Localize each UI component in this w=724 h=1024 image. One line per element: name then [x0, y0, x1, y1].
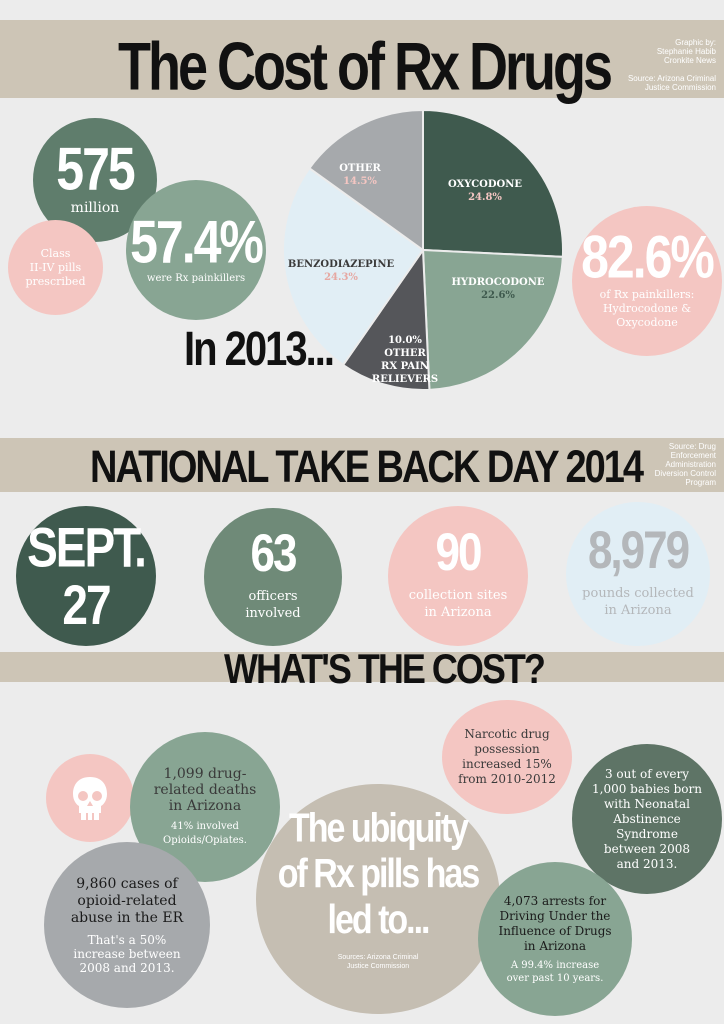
pills-desc-circle: Class II-IV pills prescribed: [8, 220, 103, 315]
year-label: In 2013...: [184, 323, 335, 376]
pie-slice-oxycodone: [422, 108, 564, 258]
deaths-circle: 1,099 drug- related deaths in Arizona 41…: [130, 732, 280, 882]
pie-label-other: OTHER 14.5%: [339, 163, 381, 187]
graphic-credit: Graphic by: Stephanie Habib Cronkite New…: [656, 38, 716, 65]
takeback-source: Source: Drug Enforcement Administration …: [654, 442, 716, 487]
babies-circle: 3 out of every 1,000 babies born with Ne…: [572, 744, 722, 894]
pills-number: 575: [56, 135, 135, 203]
takeback-title: NATIONAL TAKE BACK DAY 2014: [90, 442, 644, 493]
pills-unit: million: [70, 200, 120, 216]
pie-label-other-rx: 10.0% OTHER RX PAIN RELIEVERS: [371, 335, 439, 385]
sites-circle: 90 collection sites in Arizona: [388, 506, 528, 646]
skull-circle: [46, 754, 134, 842]
pie-slice-other-rx-pain-relievers: [341, 247, 431, 391]
painkiller-circle: 57.4% were Rx painkillers: [126, 180, 266, 320]
header-source: Source: Arizona Criminal Justice Commiss…: [627, 74, 716, 92]
cost-title: WHAT'S THE COST?: [224, 644, 546, 692]
pie-label-oxycodone: OXYCODONE 24.8%: [447, 179, 523, 203]
hydro-oxy-circle: 82.6% of Rx painkillers: Hydrocodone & O…: [572, 206, 722, 356]
ubiquity-circle: The ubiquity of Rx pills has led to... S…: [256, 784, 500, 1014]
pie-slice-hydrocodone: [421, 248, 564, 391]
er-circle: 9,860 cases of opioid-related abuse in t…: [44, 842, 210, 1008]
dui-circle: 4,073 arrests for Driving Under the Infl…: [478, 862, 632, 1016]
date-circle: SEPT. 27: [16, 506, 156, 646]
pounds-circle: 8,979 pounds collected in Arizona: [566, 502, 710, 646]
pie-slice-other: [307, 108, 424, 252]
pie-label-benzodiazepine: BENZODIAZEPINE 24.3%: [287, 259, 395, 283]
officers-circle: 63 officers involved: [204, 508, 342, 646]
skull-icon: [73, 777, 107, 820]
drug-pie-chart: [282, 108, 564, 391]
narcotic-circle: Narcotic drug possession increased 15% f…: [442, 700, 572, 814]
pie-slice-benzodiazepine: [282, 166, 425, 367]
takeback-band: [0, 438, 724, 492]
cost-band: [0, 652, 724, 682]
painkiller-pct: 57.4%: [130, 207, 264, 276]
header-band: [0, 20, 724, 98]
pie-label-hydrocodone: HYDROCODONE 22.6%: [451, 277, 545, 301]
page-title: The Cost of Rx Drugs: [118, 29, 613, 105]
